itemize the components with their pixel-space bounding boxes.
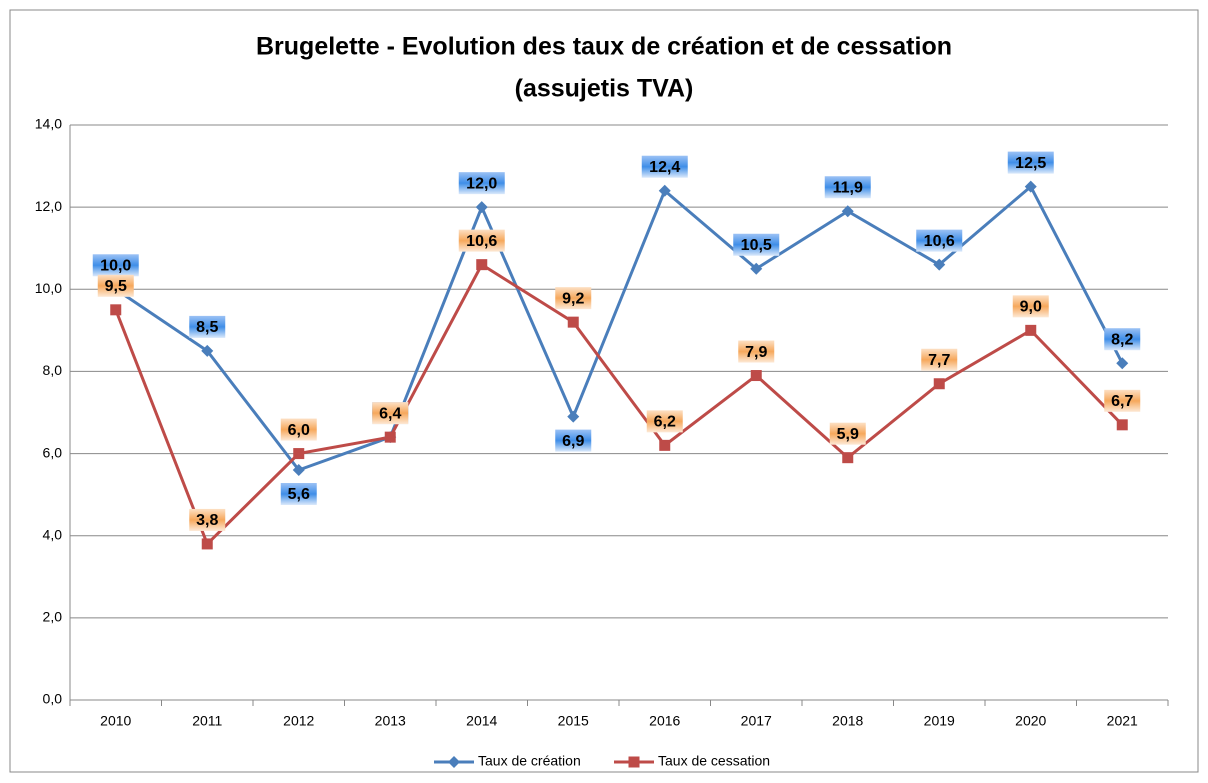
value-label-box bbox=[829, 422, 866, 445]
value-label-box bbox=[280, 418, 317, 441]
value-label-box bbox=[1012, 295, 1049, 318]
point bbox=[201, 344, 214, 357]
point bbox=[293, 448, 305, 460]
value-label: 12,4 bbox=[649, 159, 680, 176]
chart-border bbox=[9, 9, 1199, 773]
value-label: 7,9 bbox=[745, 344, 767, 361]
x-tick-label: 2019 bbox=[924, 713, 955, 729]
point bbox=[1025, 324, 1037, 336]
value-label-box bbox=[189, 315, 226, 338]
y-tick-label: 6,0 bbox=[43, 444, 63, 460]
chart-title: (assujetis TVA) bbox=[515, 75, 694, 103]
point bbox=[658, 184, 671, 197]
value-label: 10,5 bbox=[741, 237, 772, 254]
point bbox=[1024, 180, 1037, 193]
value-label-box bbox=[646, 410, 683, 433]
value-label: 10,0 bbox=[100, 258, 131, 275]
x-tick-label: 2011 bbox=[192, 713, 222, 729]
value-label-box bbox=[921, 348, 958, 371]
value-label-box bbox=[733, 233, 780, 256]
value-label: 9,0 bbox=[1020, 299, 1042, 316]
point bbox=[841, 205, 854, 218]
x-tick-label: 2014 bbox=[466, 713, 497, 729]
value-label-box bbox=[280, 483, 317, 505]
legend-marker bbox=[628, 756, 640, 768]
value-label: 7,7 bbox=[928, 352, 950, 369]
value-label: 9,5 bbox=[105, 278, 127, 295]
value-label-box bbox=[458, 172, 505, 195]
value-label: 9,2 bbox=[562, 290, 584, 307]
value-label: 12,5 bbox=[1015, 155, 1046, 172]
value-label: 8,2 bbox=[1111, 331, 1133, 348]
x-tick-label: 2020 bbox=[1015, 713, 1046, 729]
x-tick-label: 2015 bbox=[558, 713, 589, 729]
x-tick-label: 2010 bbox=[100, 713, 131, 729]
y-tick-label: 0,0 bbox=[43, 691, 63, 707]
value-label: 10,6 bbox=[466, 233, 497, 250]
y-tick-label: 10,0 bbox=[35, 280, 62, 296]
y-tick-label: 8,0 bbox=[43, 362, 63, 378]
value-label: 3,8 bbox=[196, 512, 218, 529]
x-tick-label: 2012 bbox=[283, 713, 314, 729]
point bbox=[1116, 357, 1129, 370]
value-label: 6,2 bbox=[654, 414, 676, 431]
value-label: 6,0 bbox=[288, 422, 310, 439]
value-label-box bbox=[824, 176, 871, 199]
legend-marker bbox=[448, 756, 460, 768]
point bbox=[567, 316, 579, 328]
value-label: 5,9 bbox=[837, 426, 859, 443]
point bbox=[842, 452, 854, 464]
x-tick-label: 2013 bbox=[375, 713, 406, 729]
value-label-box bbox=[738, 340, 775, 363]
point bbox=[750, 262, 763, 275]
series-line bbox=[114, 262, 1124, 547]
value-label-box bbox=[555, 287, 592, 310]
value-label-box bbox=[1104, 328, 1141, 351]
x-tick-label: 2021 bbox=[1107, 713, 1138, 729]
value-label: 11,9 bbox=[833, 179, 863, 196]
legend-label: Taux de création bbox=[478, 753, 581, 769]
y-tick-label: 14,0 bbox=[35, 116, 62, 132]
value-label-box bbox=[916, 229, 963, 252]
y-tick-label: 4,0 bbox=[43, 526, 63, 542]
point bbox=[384, 431, 396, 443]
point bbox=[292, 464, 305, 476]
value-label: 6,7 bbox=[1111, 393, 1133, 410]
point bbox=[750, 370, 762, 382]
point bbox=[476, 259, 488, 271]
point bbox=[567, 410, 580, 423]
y-tick-label: 12,0 bbox=[35, 198, 62, 214]
value-label: 10,6 bbox=[924, 233, 955, 250]
value-label-box bbox=[555, 429, 592, 452]
value-label-box bbox=[1007, 151, 1054, 174]
value-label-box bbox=[1104, 389, 1141, 412]
point bbox=[1116, 419, 1128, 431]
value-label-box bbox=[92, 254, 139, 277]
legend-label: Taux de cessation bbox=[658, 753, 770, 769]
value-label-box bbox=[372, 402, 409, 425]
value-label-box bbox=[641, 155, 688, 178]
value-label-box bbox=[97, 274, 134, 297]
value-label: 8,5 bbox=[196, 319, 218, 336]
x-tick-label: 2018 bbox=[832, 713, 863, 729]
point bbox=[659, 439, 671, 451]
value-label-box bbox=[189, 508, 226, 531]
value-label: 5,6 bbox=[288, 486, 310, 503]
point bbox=[933, 378, 945, 390]
chart-title: Brugelette - Evolution des taux de créat… bbox=[256, 33, 952, 61]
point bbox=[201, 538, 213, 550]
value-label: 6,9 bbox=[562, 433, 584, 450]
point bbox=[933, 258, 946, 271]
point bbox=[475, 201, 488, 214]
x-tick-label: 2016 bbox=[649, 713, 680, 729]
value-label-box bbox=[458, 229, 505, 252]
value-label: 12,0 bbox=[466, 175, 497, 192]
x-tick-label: 2017 bbox=[741, 713, 772, 729]
value-label: 6,4 bbox=[379, 405, 401, 422]
y-tick-label: 2,0 bbox=[43, 609, 63, 625]
point bbox=[110, 304, 122, 316]
